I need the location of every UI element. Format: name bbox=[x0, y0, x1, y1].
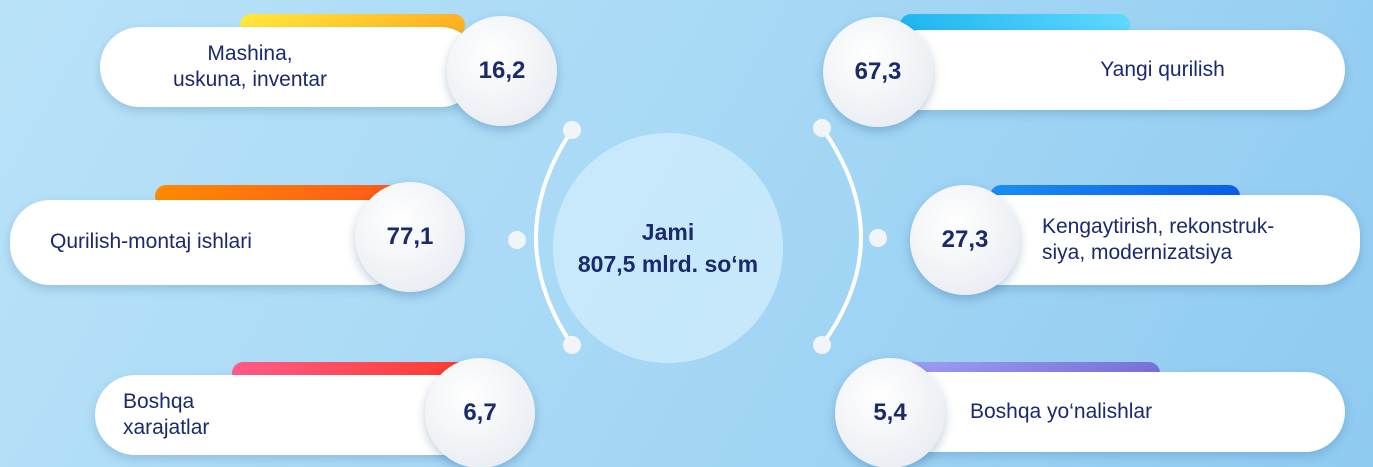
category-card: Mashina,uskuna, inventar bbox=[100, 27, 480, 107]
category-label: siya, modernizatsiya bbox=[1042, 240, 1360, 266]
category-value: 27,3 bbox=[910, 185, 1020, 295]
total-circle: Jami 807,5 mlrd. so‘m bbox=[553, 133, 783, 363]
category-value: 67,3 bbox=[823, 17, 933, 127]
category-card: Kengaytirish, rekonstruk-siya, moderniza… bbox=[960, 195, 1360, 285]
category-card: Yangi qurilish bbox=[880, 30, 1345, 110]
category-label: Kengaytirish, rekonstruk- bbox=[1042, 214, 1360, 240]
category-value: 6,7 bbox=[425, 358, 535, 467]
category-card: Boshqa yo‘nalishlar bbox=[880, 372, 1345, 452]
total-value: 807,5 mlrd. so‘m bbox=[578, 248, 758, 280]
infographic: Jami 807,5 mlrd. so‘m Mashina,uskuna, in… bbox=[0, 0, 1373, 467]
category-label: uskuna, inventar bbox=[100, 67, 400, 93]
category-label: Yangi qurilish bbox=[980, 57, 1345, 83]
category-card: Qurilish-montaj ishlari bbox=[10, 200, 410, 285]
category-value: 5,4 bbox=[835, 358, 945, 467]
category-value: 16,2 bbox=[447, 16, 557, 126]
category-label: Mashina, bbox=[100, 41, 400, 67]
total-title: Jami bbox=[642, 216, 694, 248]
category-value: 77,1 bbox=[355, 182, 465, 292]
right-arc bbox=[822, 128, 861, 345]
category-label: Boshqa yo‘nalishlar bbox=[970, 399, 1345, 425]
